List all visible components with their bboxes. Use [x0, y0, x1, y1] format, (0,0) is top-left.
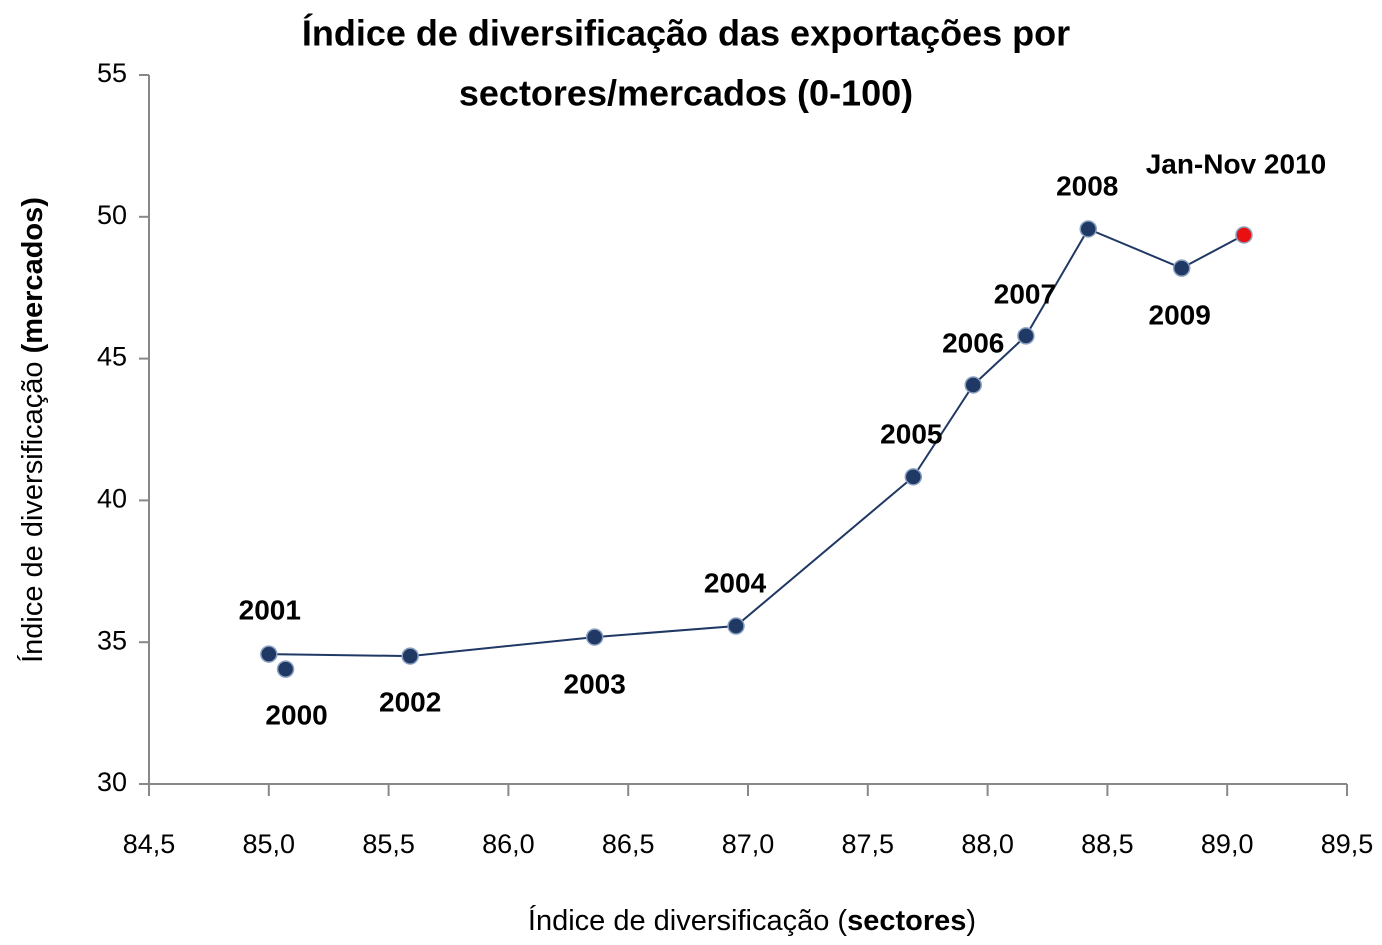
data-label: 2003: [564, 668, 626, 699]
data-label: 2006: [942, 327, 1004, 358]
data-label: 2002: [379, 686, 441, 717]
chart-title: sectores/mercados (0-100): [459, 73, 913, 114]
point: [1079, 220, 1097, 238]
point: [1172, 259, 1191, 277]
y-tick-label: 40: [97, 484, 127, 514]
line: [268, 227, 1245, 658]
y-tick-label: 30: [97, 767, 127, 797]
x-tick-label: 85,5: [362, 829, 415, 859]
data-label: 2008: [1056, 170, 1118, 201]
data-label: 2005: [880, 418, 942, 449]
y-tick-label: 35: [97, 625, 127, 655]
data-label: 2007: [994, 278, 1056, 309]
point: [401, 647, 419, 665]
x-tick-label: 84,5: [123, 829, 176, 859]
data-label: Jan-Nov 2010: [1146, 148, 1327, 179]
point: [964, 376, 982, 394]
point: [727, 617, 745, 635]
point: [585, 628, 604, 646]
x-tick-label: 87,5: [842, 829, 895, 859]
data-label: 2004: [704, 567, 767, 598]
x-axis-label-part: Índice de diversificação (: [528, 904, 847, 937]
x-tick-label: 86,5: [602, 829, 655, 859]
point: [276, 660, 295, 678]
y-tick-label: 45: [97, 342, 127, 372]
point: [904, 468, 923, 486]
y-tick-label: 50: [97, 200, 127, 230]
y-axis-label-part: (mercados): [17, 197, 49, 353]
point: [1017, 327, 1035, 345]
point: [1235, 226, 1253, 244]
y-tick-label: 55: [97, 58, 127, 88]
x-axis-label-part: ): [966, 905, 976, 937]
x-tick-label: 89,5: [1321, 829, 1374, 859]
data-label: 2000: [265, 700, 327, 731]
x-axis-label-part: sectores: [847, 905, 966, 937]
data-label: 2009: [1149, 300, 1211, 331]
point: [260, 645, 278, 663]
x-tick-label: 89,0: [1201, 829, 1254, 859]
y-axis-label-part: Índice de diversificação: [16, 353, 49, 663]
x-tick-label: 88,0: [961, 829, 1014, 859]
x-tick-label: 88,5: [1081, 829, 1134, 859]
x-tick-label: 87,0: [722, 829, 775, 859]
x-tick-label: 85,0: [243, 829, 296, 859]
x-axis-label: Índice de diversificação (sectores): [528, 904, 976, 937]
chart-title: Índice de diversificação das exportações…: [302, 13, 1070, 54]
data-label: 2001: [239, 595, 301, 626]
y-axis-label: Índice de diversificação (mercados): [16, 197, 49, 663]
x-tick-label: 86,0: [482, 829, 535, 859]
